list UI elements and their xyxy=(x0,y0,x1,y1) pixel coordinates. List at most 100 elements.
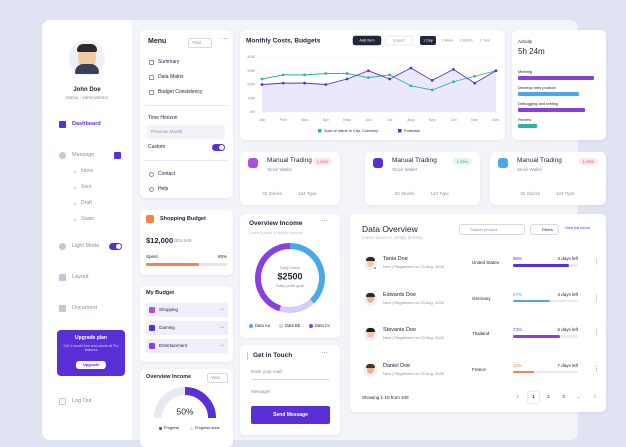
page-number[interactable]: 1 xyxy=(532,394,535,399)
row-deadline: 6 days left xyxy=(557,327,578,332)
stocks: 32 Stocks xyxy=(262,191,282,196)
submit-button[interactable] xyxy=(251,406,330,424)
legend-label: Data Cc xyxy=(315,323,331,328)
x-tick-label: Dec xyxy=(492,117,499,122)
legend-label: Progress xyxy=(164,425,180,430)
types: 124 Type xyxy=(298,191,317,196)
nav-icon xyxy=(59,398,66,405)
row-menu[interactable]: ⋯ xyxy=(592,258,599,265)
input-placeholder[interactable]: Message* xyxy=(251,389,272,394)
line xyxy=(261,67,497,85)
page-number[interactable]: 2 xyxy=(547,394,550,399)
point xyxy=(452,67,455,71)
menu-item[interactable]: Data Matrix xyxy=(158,74,184,80)
nav-item[interactable]: Layout xyxy=(72,274,89,280)
filters-button[interactable] xyxy=(530,224,559,235)
upgrade-button[interactable]: Upgrade xyxy=(75,361,107,369)
time-horizon-label: Time Horizon xyxy=(148,115,178,121)
button[interactable] xyxy=(352,35,382,46)
page-number[interactable]: 3 xyxy=(562,394,565,399)
row-meta: New | Registered on 23 Aug, 2026 xyxy=(383,335,444,340)
activity-title: Activity xyxy=(518,39,533,44)
nav-item[interactable]: Dashboard xyxy=(72,121,101,127)
bullet xyxy=(74,171,76,173)
status-dot xyxy=(373,266,377,270)
activity-bar xyxy=(518,108,585,112)
toggle[interactable] xyxy=(109,243,122,250)
menu-item[interactable]: Contact xyxy=(158,171,176,177)
budget-row[interactable] xyxy=(146,321,228,335)
x-tick-label: Jun xyxy=(365,117,371,122)
activity-duration: 5h 24m xyxy=(518,47,545,56)
menu-item[interactable]: Summary xyxy=(158,59,180,65)
arrow: → xyxy=(219,306,225,312)
menu-item[interactable]: Help xyxy=(158,186,169,192)
nav-item[interactable]: Message xyxy=(72,152,95,158)
range-option[interactable]: 1 Week xyxy=(441,39,453,43)
point xyxy=(366,76,370,80)
budget-total: /$24,509 xyxy=(174,238,192,243)
row-menu[interactable]: ⋯ xyxy=(592,293,599,301)
activity-label: Meeting xyxy=(518,69,533,74)
avatar-face xyxy=(367,329,374,338)
nav-subitem[interactable]: Draft xyxy=(81,200,92,206)
point xyxy=(281,73,285,77)
progress-fill xyxy=(513,335,561,338)
x-tick-label: Mar xyxy=(301,117,309,122)
point xyxy=(303,73,306,77)
range-option[interactable]: 1 Month xyxy=(460,39,473,43)
overview-title: Overview Income xyxy=(249,220,303,227)
legend-swatch xyxy=(398,129,402,133)
contact-title: Get in Touch xyxy=(253,352,293,359)
select-box[interactable] xyxy=(147,125,225,139)
page-prev[interactable]: ‹ xyxy=(517,394,519,400)
row-menu[interactable]: ⋯ xyxy=(592,364,599,372)
toggle[interactable] xyxy=(212,144,225,151)
nav-icon xyxy=(59,121,66,128)
button[interactable] xyxy=(384,35,414,46)
change-badge: 1.29% xyxy=(312,158,332,165)
input-underline xyxy=(251,379,330,380)
x-tick-label: May xyxy=(343,117,351,122)
menu-icon xyxy=(149,75,154,80)
range-option[interactable]: 1 Year xyxy=(480,39,491,43)
trading-title: Manual Trading xyxy=(392,157,437,164)
search-box[interactable] xyxy=(459,224,525,235)
logout[interactable]: Log Out xyxy=(72,398,92,404)
period-select[interactable]: Year xyxy=(207,373,229,383)
toggle-knob xyxy=(116,244,121,249)
nav-item[interactable]: Document xyxy=(72,305,98,311)
data-overview-card xyxy=(350,214,606,412)
row-country: United States xyxy=(472,260,500,265)
input-placeholder[interactable]: Enter your mail* xyxy=(251,369,284,374)
report-link[interactable]: View full report xyxy=(565,226,591,230)
nav-subitem[interactable]: Inbox xyxy=(81,168,94,174)
point xyxy=(473,81,477,85)
nav-subitem[interactable]: Sent xyxy=(81,184,92,190)
page-next[interactable]: › xyxy=(594,394,596,400)
page-number[interactable]: ... xyxy=(576,394,581,399)
avatar-face xyxy=(367,258,374,267)
menu-item[interactable]: Budget Consistency xyxy=(158,89,203,95)
budget-amount: $12,000 xyxy=(146,236,174,245)
point xyxy=(303,81,306,85)
center-value: $2500 xyxy=(277,271,302,281)
icon xyxy=(373,158,383,168)
row-name: Tania Doe xyxy=(383,256,408,262)
table-subtitle: Lorem ipsum is simply dummy xyxy=(362,235,423,240)
budget-row[interactable] xyxy=(146,303,228,317)
nav-item[interactable]: Light Mode xyxy=(72,243,100,249)
point xyxy=(388,77,392,81)
toggle-knob xyxy=(219,145,224,150)
point xyxy=(430,78,434,82)
progress-track xyxy=(513,370,578,373)
range-option[interactable]: 1 Day xyxy=(423,39,433,43)
row-menu[interactable]: ⋯ xyxy=(592,329,599,336)
budget-row[interactable] xyxy=(146,339,228,353)
point xyxy=(281,81,285,85)
progress-fill xyxy=(146,263,199,266)
period-select[interactable]: Year xyxy=(188,38,213,48)
nav-subitem[interactable]: Spam xyxy=(81,216,95,222)
overview-subtitle: Lorem ipsum is simply dummy xyxy=(249,230,303,235)
range-active xyxy=(420,36,436,45)
